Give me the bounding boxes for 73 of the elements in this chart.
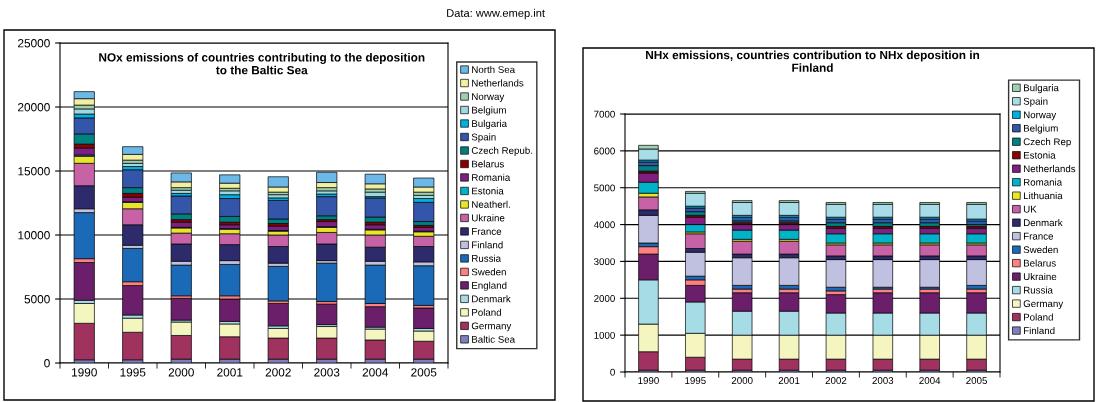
legend-label: Finland <box>472 241 503 249</box>
legend-label: Netherlands <box>472 79 524 87</box>
legend-label: France <box>472 228 502 235</box>
x-tick-label: 2001 <box>778 377 800 384</box>
legend-label: Germany <box>471 322 512 332</box>
legend-label: Lithuania <box>1023 192 1063 200</box>
legend-label: Spain <box>1023 97 1048 107</box>
legend-label: Baltic Sea <box>472 335 516 343</box>
y-tick-label: 15000 <box>18 167 50 176</box>
y-tick-label: 10000 <box>18 231 50 240</box>
legend-label: Norway <box>1023 111 1057 121</box>
legend-label: Belgium <box>1023 124 1058 134</box>
text: NOx emissions of countries contributing to the deposition to the Baltic Sea <box>99 52 425 75</box>
x-tick-label: 2005 <box>411 368 437 377</box>
y-tick-label: 2000 <box>594 295 615 302</box>
legend-label: Belarus <box>1023 259 1056 267</box>
x-tick-label: 2003 <box>872 377 894 384</box>
legend-label: Czech Rep <box>1023 138 1071 148</box>
y-tick-label: 20000 <box>18 103 50 112</box>
legend-label: Denmark <box>472 295 511 303</box>
x-tick-label: 1990 <box>638 377 659 384</box>
legend-label: Norway <box>472 93 505 102</box>
x-tick-label: 2003 <box>314 368 340 377</box>
legend-label: Ukraine <box>1023 272 1057 281</box>
legend-label: Bulgaria <box>1023 84 1059 94</box>
x-tick-label: 2005 <box>966 377 987 384</box>
x-tick-label: 2004 <box>362 368 389 377</box>
y-tick-label: 3000 <box>594 258 615 266</box>
text: Data: www.emep.int <box>447 8 545 20</box>
y-tick-label: 4000 <box>593 221 615 229</box>
legend-label: Bulgaria <box>472 119 507 129</box>
x-tick-label: 2001 <box>217 368 243 377</box>
y-tick-label: 7000 <box>594 110 615 118</box>
legend-label: Romania <box>1023 178 1063 186</box>
legend-label: Belgium <box>472 106 506 116</box>
legend-label: Estonia <box>1023 151 1056 159</box>
y-tick-label: 1000 <box>594 331 615 339</box>
chart-title: NHx emissions, countries contribution to NHx deposition in Finland <box>646 50 980 72</box>
legend-label: Neatherl. <box>472 200 510 208</box>
x-tick-label: 2000 <box>731 377 753 384</box>
legend-label: Poland <box>472 308 501 316</box>
x-tick-label: 1995 <box>685 377 706 384</box>
legend-label: Netherlands <box>1023 165 1076 173</box>
legend-label: Denmark <box>1023 219 1063 227</box>
legend-label: France <box>1023 232 1054 240</box>
legend-label: Sweden <box>471 268 506 276</box>
y-tick-label: 0 <box>44 359 50 368</box>
legend-label: Sweden <box>1023 245 1058 254</box>
legend-label: Russia <box>472 254 502 262</box>
legend-label: Czech Repub. <box>471 146 533 156</box>
legend-label: Spain <box>471 133 496 143</box>
legend-label: North Sea <box>472 65 516 74</box>
x-tick-label: 1990 <box>72 368 97 377</box>
y-tick-label: 0 <box>610 368 615 376</box>
y-tick-label: 25000 <box>18 39 50 48</box>
x-tick-label: 2004 <box>919 377 941 384</box>
legend-label: UK <box>1023 205 1037 213</box>
x-tick-label: 2000 <box>168 368 194 377</box>
x-tick-label: 2002 <box>825 377 847 384</box>
legend-label: Belarus <box>472 160 504 168</box>
y-tick-label: 6000 <box>594 147 615 155</box>
legend-label: Russia <box>1023 286 1053 294</box>
y-tick-label: 5000 <box>24 295 50 304</box>
legend-label: Germany <box>1023 300 1064 309</box>
legend-label: Estonia <box>472 187 504 195</box>
y-tick-label: 5000 <box>594 184 615 192</box>
legend-label: Ukraine <box>472 214 505 222</box>
legend-label: Romania <box>472 173 511 181</box>
x-tick-label: 1995 <box>120 368 146 377</box>
x-tick-label: 2002 <box>265 368 291 377</box>
legend-label: Poland <box>1023 313 1053 321</box>
legend-label: Finland <box>1023 326 1055 335</box>
legend-label: England <box>472 281 507 291</box>
